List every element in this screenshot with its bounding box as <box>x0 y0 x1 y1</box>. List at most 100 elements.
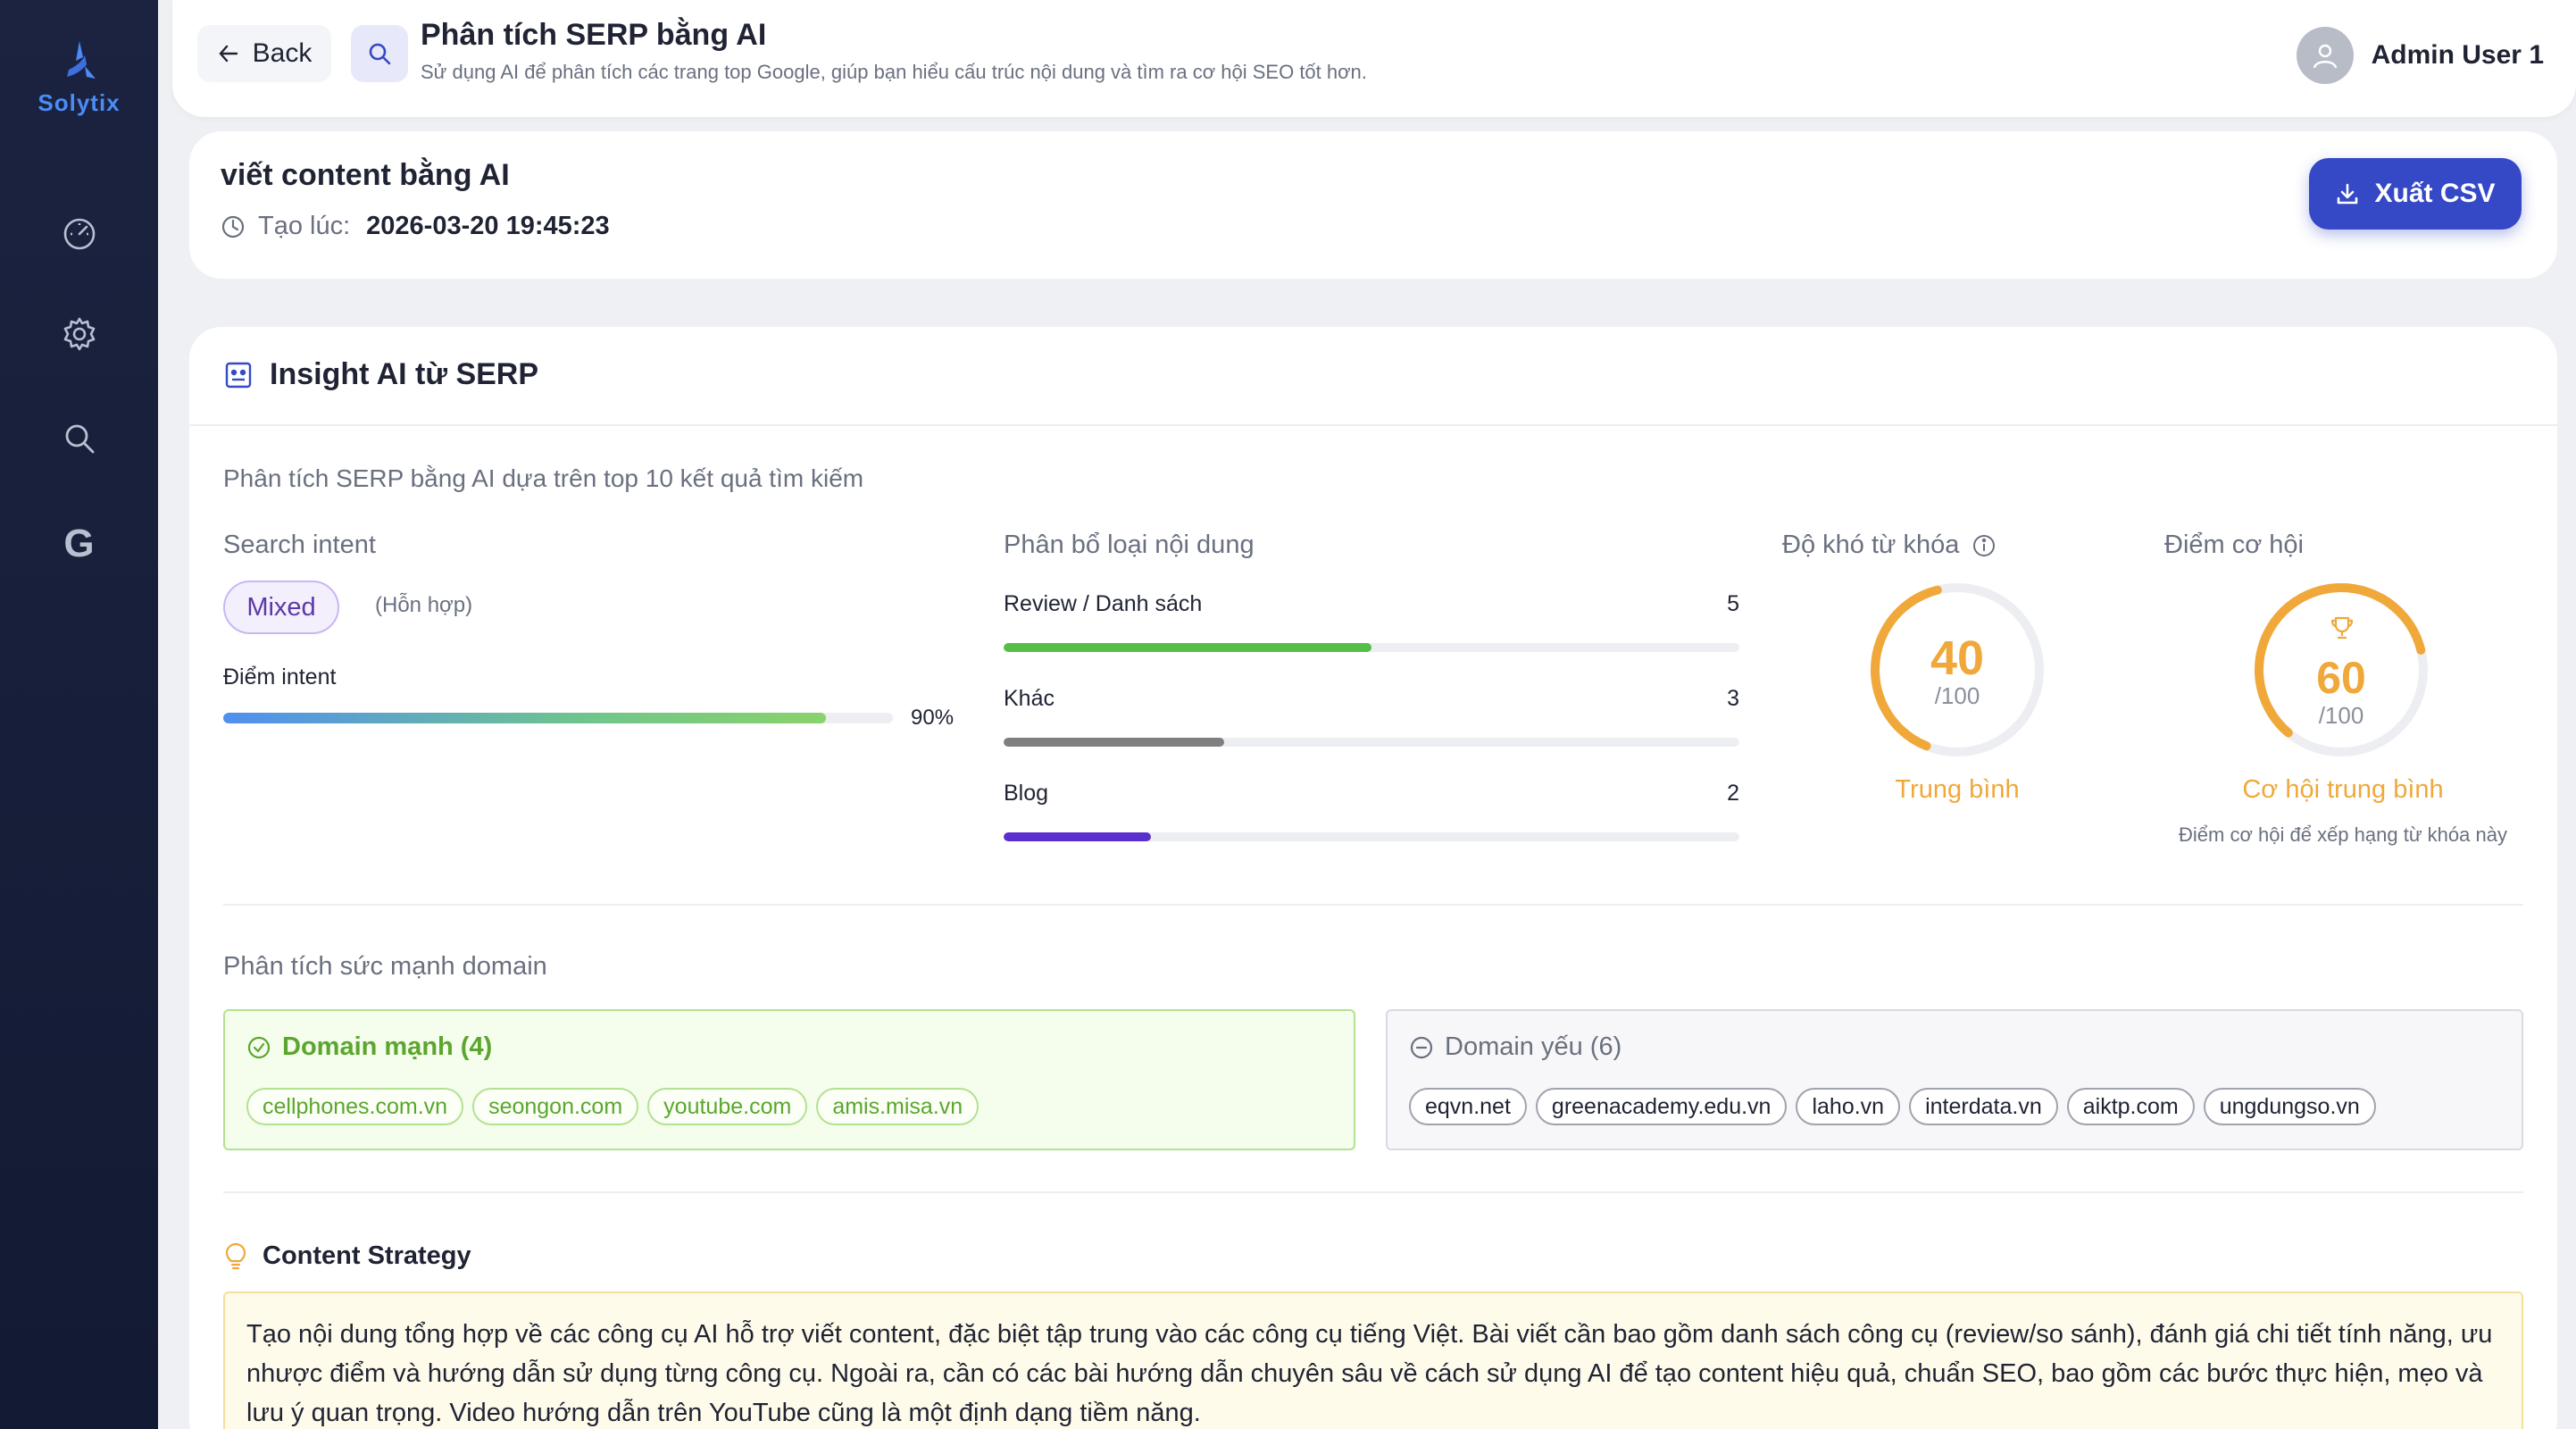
difficulty-gauge: 40 /100 <box>1868 581 2047 759</box>
divider <box>223 1191 2523 1193</box>
arrow-left-icon <box>219 45 238 63</box>
domain-chip[interactable]: interdata.vn <box>1909 1088 2058 1125</box>
dashboard-gauge-icon <box>63 218 95 250</box>
strong-domain-chips: cellphones.com.vn seongon.com youtube.co… <box>246 1088 980 1125</box>
content-strategy-header: Content Strategy <box>223 1241 471 1271</box>
brand-name: Solytix <box>38 89 121 116</box>
search-intent-label: Search intent <box>223 531 376 559</box>
created-time: Tạo lúc: 2026-03-20 19:45:23 <box>221 212 610 241</box>
sidebar-item-settings[interactable] <box>0 303 158 365</box>
intent-score-bar <box>223 713 893 723</box>
top-header: Back Phân tích SERP bằng AI Sử dụng AI đ… <box>172 0 2576 117</box>
distribution-name: Blog <box>1004 781 1049 806</box>
brand-logo[interactable]: Solytix <box>0 39 158 117</box>
search-icon <box>65 424 94 454</box>
download-icon <box>2338 183 2358 205</box>
insight-title: Insight AI từ SERP <box>270 357 539 391</box>
domain-chip[interactable]: amis.misa.vn <box>816 1088 980 1125</box>
created-label: Tạo lúc: <box>258 212 351 240</box>
domain-chip[interactable]: cellphones.com.vn <box>246 1088 464 1125</box>
content-distribution-label: Phân bổ loại nội dung <box>1004 531 1255 559</box>
back-label: Back <box>252 38 313 68</box>
gauge-progress <box>2255 583 2428 756</box>
domain-chip[interactable]: greenacademy.edu.vn <box>1535 1088 1788 1125</box>
content-strategy-title: Content Strategy <box>263 1241 471 1270</box>
sidebar: Solytix G <box>0 0 158 1429</box>
strong-domains-panel: Domain mạnh (4) cellphones.com.vn seongo… <box>223 1009 1355 1150</box>
sidebar-item-dashboard[interactable] <box>0 202 158 264</box>
opportunity-max: /100 <box>2318 702 2364 729</box>
distribution-row: Khác 3 <box>1004 686 1739 781</box>
strong-domains-header: Domain mạnh (4) <box>246 1032 492 1062</box>
search-intent-badge: Mixed <box>223 581 339 634</box>
export-csv-label: Xuất CSV <box>2374 179 2496 208</box>
robot-icon <box>225 362 252 388</box>
search-badge <box>351 25 408 82</box>
info-icon[interactable] <box>1972 533 1997 558</box>
insight-card: Insight AI từ SERP Phân tích SERP bằng A… <box>189 327 2557 1429</box>
opportunity-label: Điểm cơ hội <box>2164 531 2305 559</box>
difficulty-value: 40 <box>1930 631 1985 685</box>
opportunity-gauge: 60 /100 <box>2252 581 2430 759</box>
created-value: 2026-03-20 19:45:23 <box>366 212 610 240</box>
weak-domains-header: Domain yếu (6) <box>1409 1032 1621 1062</box>
distribution-bar <box>1004 832 1739 841</box>
distribution-count: 2 <box>1727 781 1739 806</box>
keyword-title: viết content bằng AI <box>221 158 510 192</box>
distribution-count: 5 <box>1727 591 1739 616</box>
trophy-icon <box>2330 616 2354 639</box>
divider <box>189 424 2557 426</box>
sidebar-item-google[interactable]: G <box>0 513 158 575</box>
distribution-fill <box>1004 738 1225 747</box>
domain-chip[interactable]: ungdungso.vn <box>2203 1088 2376 1125</box>
domain-chip[interactable]: aiktp.com <box>2066 1088 2195 1125</box>
difficulty-label-row: Độ khó từ khóa <box>1782 531 1997 560</box>
distribution-row: Review / Danh sách 5 <box>1004 591 1739 686</box>
domain-strength-label: Phân tích sức mạnh domain <box>223 952 547 981</box>
sidebar-item-search[interactable] <box>0 407 158 470</box>
divider <box>223 904 2523 906</box>
gear-icon <box>63 317 95 351</box>
weak-domain-chips: eqvn.net greenacademy.edu.vn laho.vn int… <box>1409 1088 2376 1125</box>
opportunity-note: Điểm cơ hội để xếp hạng từ khóa này <box>2179 823 2507 846</box>
back-button[interactable]: Back <box>197 25 331 82</box>
content-distribution-list: Review / Danh sách 5 Khác 3 Blog 2 <box>1004 591 1739 875</box>
content-strategy-text: Tạo nội dung tổng hợp về các công cụ AI … <box>223 1291 2523 1429</box>
user-name: Admin User 1 <box>2371 40 2544 70</box>
difficulty-label: Độ khó từ khóa <box>1782 531 1960 559</box>
distribution-bar <box>1004 738 1739 747</box>
avatar <box>2296 27 2354 84</box>
solytix-logo-icon <box>66 41 96 79</box>
weak-domains-title: Domain yếu (6) <box>1445 1032 1622 1061</box>
user-icon <box>2313 44 2337 69</box>
distribution-name: Review / Danh sách <box>1004 591 1203 616</box>
search-intent-note: (Hỗn hợp) <box>375 593 473 617</box>
distribution-fill <box>1004 832 1151 841</box>
distribution-count: 3 <box>1727 686 1739 711</box>
domain-chip[interactable]: eqvn.net <box>1409 1088 1527 1125</box>
page-subtitle: Sử dụng AI để phân tích các trang top Go… <box>421 61 1367 83</box>
intent-score-value: 90% <box>911 706 955 730</box>
distribution-row: Blog 2 <box>1004 781 1739 875</box>
check-circle-icon <box>247 1036 271 1058</box>
insight-description: Phân tích SERP bằng AI dựa trên top 10 k… <box>223 464 864 492</box>
domain-chip[interactable]: youtube.com <box>647 1088 808 1125</box>
domain-chip[interactable]: seongon.com <box>472 1088 639 1125</box>
export-csv-button[interactable]: Xuất CSV <box>2309 158 2522 230</box>
strong-domains-title: Domain mạnh (4) <box>282 1032 493 1061</box>
search-icon <box>369 43 391 65</box>
opportunity-caption: Cơ hội trung bình <box>2242 775 2444 804</box>
difficulty-max: /100 <box>1934 682 1980 709</box>
domain-chip[interactable]: laho.vn <box>1796 1088 1901 1125</box>
user-menu[interactable]: Admin User 1 <box>2296 27 2544 84</box>
opportunity-value: 60 <box>2316 653 2366 703</box>
lightbulb-icon <box>225 1242 246 1269</box>
insight-header: Insight AI từ SERP <box>223 357 538 392</box>
google-icon: G <box>63 522 95 565</box>
distribution-name: Khác <box>1004 686 1055 711</box>
weak-domains-panel: Domain yếu (6) eqvn.net greenacademy.edu… <box>1386 1009 2523 1150</box>
gauge-progress <box>1871 583 2044 756</box>
minus-circle-icon <box>1410 1036 1433 1058</box>
intent-score-label: Điểm intent <box>223 664 337 689</box>
page-title: Phân tích SERP bằng AI <box>421 18 767 52</box>
